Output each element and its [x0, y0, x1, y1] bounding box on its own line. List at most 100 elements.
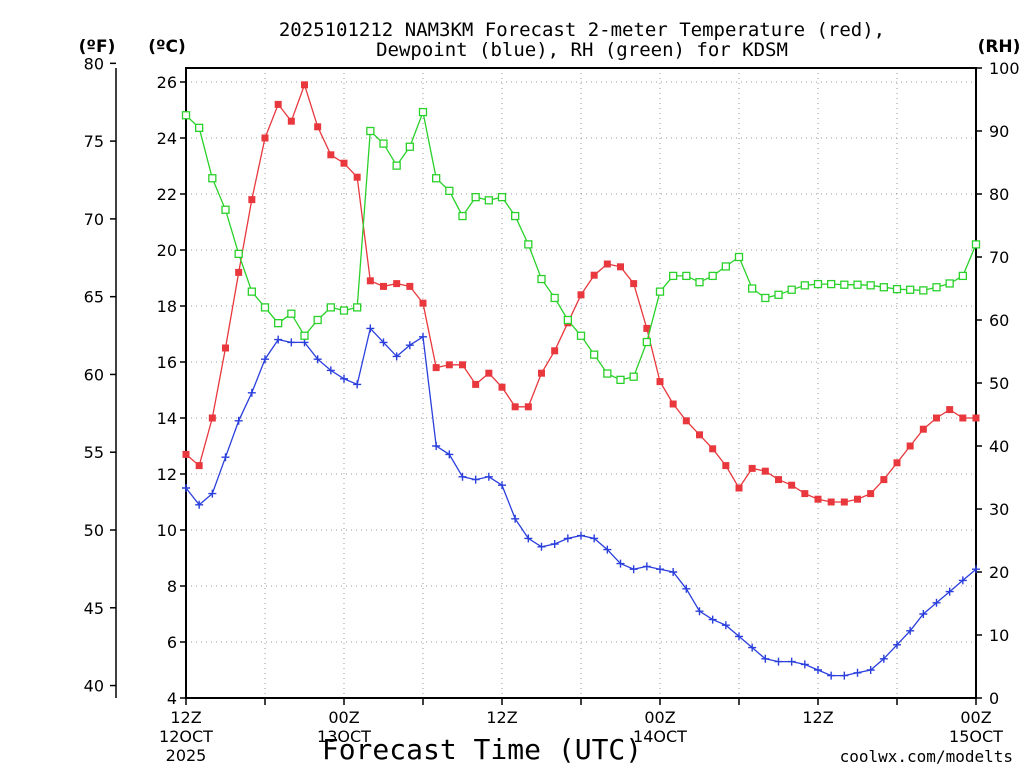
2-meter-temperature-point	[472, 380, 480, 388]
rh-point	[392, 161, 401, 170]
2-meter-temperature-point	[261, 134, 269, 142]
rh-point	[181, 111, 191, 120]
celsius-tick-label: 12	[157, 465, 177, 484]
rh-point	[787, 285, 796, 294]
rh-point	[353, 303, 362, 312]
celsius-tick-label: 6	[167, 633, 177, 652]
rh-point	[432, 174, 441, 183]
rh-unit-label: (RH)	[978, 37, 1021, 57]
dewpoint-point	[774, 657, 783, 666]
fahrenheit-tick-label: 45	[84, 599, 104, 618]
rh-point	[695, 278, 704, 287]
2-meter-temperature-point	[880, 476, 888, 484]
x-tick-label: 12Z	[170, 708, 201, 727]
2-meter-temperature-point	[551, 347, 559, 355]
fahrenheit-tick-label: 65	[84, 288, 104, 307]
rh-point	[537, 274, 546, 284]
2-meter-temperature-point	[801, 490, 809, 498]
dewpoint-point	[590, 534, 599, 543]
rh-point	[958, 271, 967, 281]
dewpoint-point	[261, 355, 269, 364]
dewpoint-point	[945, 587, 954, 596]
2-meter-temperature-point	[827, 498, 835, 506]
x-tick-label: 12Z	[486, 708, 517, 727]
rh-point	[287, 309, 296, 318]
2-meter-temperature-point	[735, 484, 743, 492]
dewpoint-point	[787, 657, 796, 666]
x-tick-label: 00Z	[328, 708, 359, 727]
2-meter-temperature-point	[933, 414, 940, 422]
2-meter-temperature-point	[327, 151, 335, 159]
rh-point	[669, 271, 678, 281]
x-tick-date-label: 13OCT	[317, 727, 371, 746]
dewpoint-point	[603, 545, 612, 554]
credit-link[interactable]: coolwx.com/modelts	[840, 747, 1013, 766]
dewpoint-point	[669, 568, 678, 576]
dewpoint-point	[550, 540, 559, 548]
dewpoint-point	[392, 352, 401, 361]
dewpoint-point	[287, 338, 296, 347]
rh-point	[853, 280, 862, 289]
dewpoint-point	[498, 481, 506, 490]
dewpoint-point	[853, 668, 862, 677]
2-meter-temperature-point	[380, 282, 387, 290]
rh-tick-label: 60	[989, 311, 1009, 330]
2-meter-temperature-point	[432, 364, 440, 372]
dewpoint-point	[893, 640, 901, 649]
rh-point	[682, 271, 691, 281]
celsius-unit-label: (ºC)	[148, 37, 186, 57]
dewpoint-point	[524, 534, 533, 543]
2-meter-temperature-point	[366, 277, 374, 285]
2-meter-temperature-point	[393, 280, 401, 288]
2-meter-temperature-point	[590, 271, 598, 279]
2-meter-temperature-point	[972, 414, 980, 422]
2-meter-temperature-point	[603, 260, 611, 268]
rh-point	[484, 196, 493, 205]
2-meter-temperature-point	[669, 400, 677, 408]
rh-point	[195, 123, 204, 132]
dewpoint-point	[906, 626, 915, 635]
rh-tick-label: 10	[989, 626, 1009, 645]
rh-point	[748, 284, 757, 293]
dewpoint-point	[958, 576, 967, 585]
rh-tick-label: 50	[989, 374, 1009, 393]
chart-title-line1: 2025101212 NAM3KM Forecast 2-meter Tempe…	[279, 19, 885, 41]
dewpoint-point	[419, 332, 427, 341]
dewpoint-point	[932, 598, 941, 607]
celsius-tick-label: 26	[157, 73, 177, 92]
rh-point	[563, 315, 572, 325]
rh-tick-label: 40	[989, 437, 1009, 456]
rh-tick-label: 80	[989, 185, 1009, 204]
rh-point	[655, 287, 665, 296]
rh-point	[629, 372, 638, 381]
fahrenheit-tick-label: 50	[84, 521, 104, 540]
rh-point	[326, 303, 335, 312]
dewpoint-point	[972, 565, 980, 574]
2-meter-temperature-point	[867, 490, 875, 498]
dewpoint-point	[682, 584, 691, 593]
2-meter-temperature-point	[274, 100, 282, 108]
rh-point	[721, 262, 730, 271]
rh-point	[234, 249, 243, 259]
dewpoint-point	[735, 632, 743, 641]
dewpoint-point	[919, 610, 928, 618]
dewpoint-point	[340, 374, 348, 383]
2-meter-temperature-point	[722, 462, 730, 470]
rh-tick-label: 90	[989, 122, 1009, 141]
2-meter-temperature-point	[946, 406, 954, 414]
rh-tick-label: 30	[989, 500, 1009, 519]
rh-point	[497, 192, 507, 202]
fahrenheit-tick-label: 60	[84, 365, 104, 384]
dewpoint-point	[840, 671, 849, 680]
rh-tick-label: 0	[989, 689, 999, 708]
2-meter-temperature-point	[222, 344, 229, 352]
2-meter-temperature-point	[459, 361, 466, 369]
dewpoint-point	[353, 380, 362, 389]
rh-point	[866, 281, 875, 290]
dewpoint-point	[721, 621, 730, 630]
rh-tick-label: 100	[989, 59, 1020, 78]
2-meter-temperature-point	[419, 299, 427, 307]
dewpoint-point	[484, 472, 493, 481]
rh-point	[906, 285, 915, 294]
